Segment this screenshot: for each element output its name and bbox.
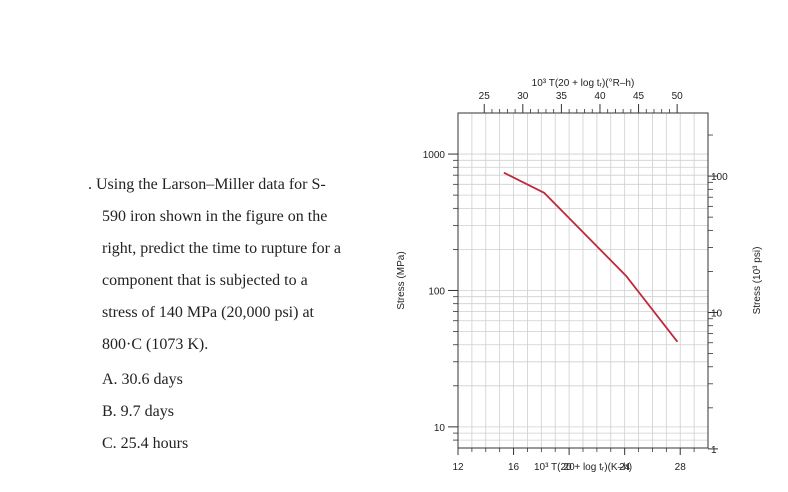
question-line: B. 9.7 days [102, 403, 174, 420]
x-tick-label: 24 [619, 462, 631, 473]
y-tick-label: 10 [434, 423, 446, 434]
question-line: A. 30.6 days [102, 371, 183, 388]
x-tick-label: 20 [564, 462, 576, 473]
x-top-tick-label: 25 [479, 91, 491, 102]
x-tick-label: 28 [675, 462, 687, 473]
question-line: stress of 140 MPa (20,000 psi) at [102, 304, 314, 321]
grid-layer [458, 113, 708, 448]
y-right-tick-label: 10 [711, 308, 723, 319]
larson-miller-curve [503, 171, 679, 343]
question-line: 590 iron shown in the figure on the [102, 208, 328, 225]
y-right-tick-label: 100 [711, 172, 728, 183]
x-top-tick-label: 30 [517, 91, 529, 102]
x-top-tick-label: 40 [594, 91, 606, 102]
question-line: C. 25.4 hours [102, 435, 189, 452]
x-top-axis-title: 10³ T(20 + log tᵣ)(°R–h) [532, 78, 635, 89]
question-line: 800·C (1073 K). [102, 336, 209, 353]
y-axis-title: Stress (MPa) [396, 251, 407, 309]
y-tick-label: 100 [428, 286, 445, 297]
axis-layer [448, 104, 718, 455]
x-tick-label: 16 [508, 462, 520, 473]
x-top-tick-label: 45 [633, 91, 645, 102]
x-tick-label: 12 [452, 462, 464, 473]
y-right-axis-title: Stress (10³ psi) [752, 247, 763, 315]
x-axis-title: 10³ T(20 + log tᵣ)(K–h) [534, 462, 632, 473]
question-line: right, predict the time to rupture for a [102, 240, 342, 257]
label-layer: 12 16 20 24 28 25 30 35 40 45 50 10 100 1000 1 10 100 10³… [396, 78, 763, 473]
x-top-tick-label: 50 [672, 91, 684, 102]
y-tick-label: 1000 [423, 150, 446, 161]
larson-miller-chart: 12 16 20 24 28 25 30 35 40 45 50 10 100 1000 1 10 100 10³… [388, 60, 788, 492]
chart-svg: 12 16 20 24 28 25 30 35 40 45 50 10 100 1000 1 10 100 10³… [396, 78, 763, 473]
series-layer [503, 171, 679, 343]
x-top-tick-label: 35 [556, 91, 568, 102]
question-line: . Using the Larson–Miller data for S- [88, 176, 326, 193]
question-line: component that is subjected to a [102, 272, 308, 289]
y-right-tick-label: 1 [711, 445, 717, 456]
